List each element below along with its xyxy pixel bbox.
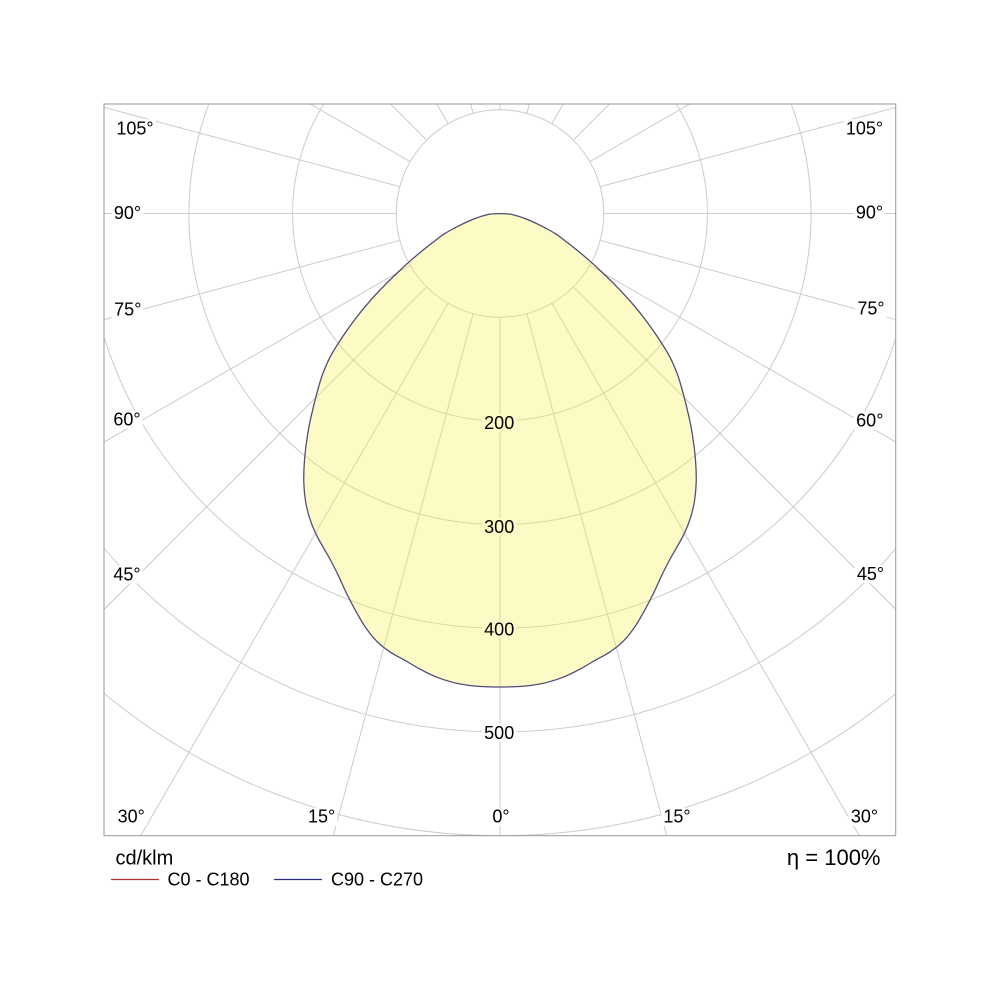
- svg-text:300: 300: [484, 517, 514, 537]
- svg-text:45°: 45°: [113, 565, 140, 585]
- svg-text:15°: 15°: [308, 807, 335, 827]
- svg-text:cd/klm: cd/klm: [116, 848, 174, 870]
- svg-text:90°: 90°: [114, 203, 141, 223]
- svg-text:200: 200: [484, 413, 514, 433]
- svg-text:105°: 105°: [116, 118, 153, 138]
- svg-text:η = 100%: η = 100%: [787, 845, 881, 870]
- svg-text:60°: 60°: [856, 410, 883, 430]
- svg-text:60°: 60°: [113, 410, 140, 430]
- svg-text:0°: 0°: [492, 807, 509, 827]
- svg-text:105°: 105°: [846, 118, 883, 138]
- svg-text:15°: 15°: [663, 807, 690, 827]
- svg-text:45°: 45°: [857, 564, 884, 584]
- svg-text:90°: 90°: [856, 202, 883, 222]
- svg-text:400: 400: [484, 620, 514, 640]
- svg-text:500: 500: [484, 723, 514, 743]
- svg-text:30°: 30°: [851, 807, 878, 827]
- svg-text:30°: 30°: [118, 807, 145, 827]
- svg-text:75°: 75°: [857, 299, 884, 319]
- svg-text:C0 - C180: C0 - C180: [168, 870, 250, 890]
- svg-text:75°: 75°: [114, 299, 141, 319]
- svg-text:C90 - C270: C90 - C270: [331, 870, 423, 890]
